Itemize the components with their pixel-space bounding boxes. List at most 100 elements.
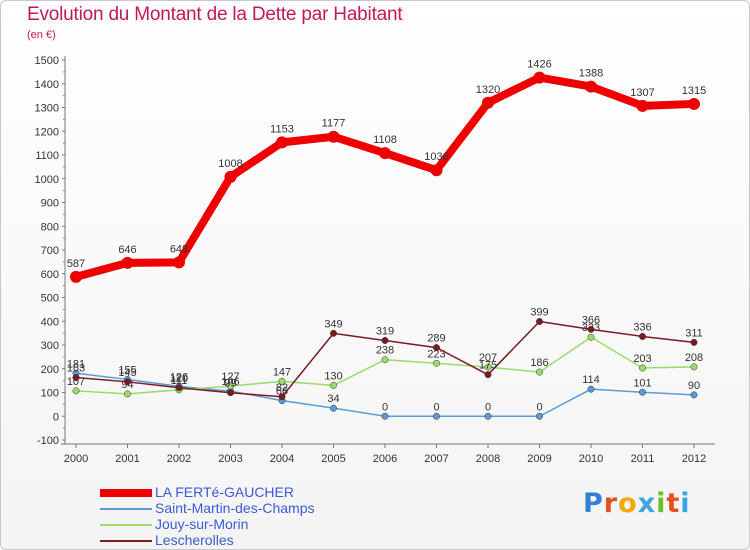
data-label: 127 bbox=[221, 371, 239, 383]
data-point bbox=[72, 374, 80, 381]
data-label: 107 bbox=[67, 376, 85, 388]
data-point bbox=[227, 382, 234, 390]
data-point bbox=[484, 412, 492, 420]
legend-item: Jouy-sur-Morin bbox=[100, 516, 400, 532]
data-label: 366 bbox=[582, 314, 600, 326]
data-point bbox=[381, 337, 389, 344]
data-point bbox=[587, 325, 595, 333]
data-point bbox=[433, 344, 440, 352]
logo-letter: t bbox=[666, 488, 681, 519]
data-label: 399 bbox=[530, 306, 548, 318]
data-point bbox=[484, 371, 492, 379]
x-tick-label: 2001 bbox=[115, 453, 139, 465]
x-tick-label: 2011 bbox=[631, 453, 655, 465]
data-point bbox=[536, 368, 543, 376]
data-point bbox=[379, 147, 391, 160]
data-label: 1036 bbox=[424, 151, 448, 163]
data-point bbox=[173, 256, 185, 269]
logo-letter: i bbox=[656, 488, 667, 519]
x-tick-label: 2006 bbox=[373, 453, 397, 465]
data-point bbox=[639, 333, 646, 340]
data-label: 145 bbox=[118, 367, 136, 379]
data-point bbox=[536, 318, 543, 325]
y-tick-label: 600 bbox=[41, 269, 59, 281]
data-point bbox=[690, 338, 698, 346]
data-label: 82 bbox=[276, 382, 288, 394]
data-label: 1388 bbox=[579, 68, 603, 80]
data-point bbox=[688, 97, 700, 110]
data-label: 126 bbox=[170, 371, 188, 383]
data-point bbox=[484, 363, 492, 371]
legend-swatch bbox=[100, 489, 152, 497]
y-tick-label: 200 bbox=[41, 364, 59, 376]
y-tick-label: 500 bbox=[41, 293, 59, 305]
legend-swatch bbox=[100, 508, 152, 510]
data-point bbox=[330, 381, 337, 389]
x-tick-label: 2003 bbox=[218, 453, 242, 465]
x-tick-label: 2002 bbox=[167, 453, 191, 465]
data-label: 208 bbox=[685, 352, 703, 364]
data-point bbox=[585, 80, 597, 93]
data-point bbox=[124, 378, 131, 386]
x-tick-label: 2012 bbox=[682, 453, 706, 465]
data-point bbox=[121, 256, 134, 269]
data-label: 1307 bbox=[630, 87, 654, 99]
data-point bbox=[433, 359, 440, 367]
data-label: 1320 bbox=[476, 84, 500, 96]
data-label: 181 bbox=[67, 358, 85, 370]
data-point bbox=[587, 385, 595, 393]
data-label: 114 bbox=[582, 374, 600, 386]
data-label: 101 bbox=[633, 377, 651, 389]
logo-letter: x bbox=[637, 488, 657, 519]
data-point bbox=[636, 99, 649, 112]
data-point bbox=[72, 387, 80, 395]
x-tick-label: 2009 bbox=[527, 453, 551, 465]
data-label: 0 bbox=[536, 401, 542, 413]
data-label: 99 bbox=[224, 378, 236, 390]
y-tick-label: 700 bbox=[41, 245, 59, 257]
data-point bbox=[536, 412, 543, 420]
data-point bbox=[175, 384, 183, 392]
data-label: 1315 bbox=[682, 85, 706, 97]
data-label: 1177 bbox=[322, 118, 346, 130]
x-tick-label: 2008 bbox=[476, 453, 500, 465]
data-label: 0 bbox=[382, 401, 388, 413]
y-tick-label: 1400 bbox=[35, 79, 59, 91]
data-point bbox=[381, 412, 389, 420]
data-label: 0 bbox=[485, 401, 491, 413]
data-label: 120 bbox=[170, 373, 188, 385]
y-tick-label: 0 bbox=[53, 411, 59, 423]
y-tick-label: 100 bbox=[41, 388, 59, 400]
data-label: 186 bbox=[530, 357, 548, 369]
data-point bbox=[381, 356, 389, 364]
data-point bbox=[433, 412, 440, 420]
data-point bbox=[224, 170, 237, 183]
data-label: 147 bbox=[273, 366, 291, 378]
y-tick-label: 1500 bbox=[35, 55, 59, 67]
data-label: 203 bbox=[633, 353, 651, 365]
y-tick-label: -100 bbox=[37, 435, 59, 447]
data-point bbox=[690, 391, 698, 399]
data-point bbox=[327, 130, 340, 143]
data-label: 1426 bbox=[527, 59, 551, 71]
data-label: 1008 bbox=[218, 158, 242, 170]
data-point bbox=[70, 270, 82, 283]
data-point bbox=[533, 71, 546, 84]
data-label: 1108 bbox=[373, 134, 397, 146]
data-point bbox=[227, 389, 234, 397]
x-tick-label: 2007 bbox=[424, 453, 448, 465]
data-point bbox=[330, 329, 337, 337]
logo-letter: o bbox=[618, 488, 638, 519]
y-tick-label: 900 bbox=[41, 198, 59, 210]
data-label: 207 bbox=[479, 352, 497, 364]
data-point bbox=[639, 388, 646, 396]
x-tick-label: 2004 bbox=[270, 453, 294, 465]
data-label: 648 bbox=[170, 243, 188, 255]
chart-subtitle: (en €) bbox=[27, 29, 56, 41]
x-tick-label: 2000 bbox=[64, 453, 88, 465]
data-label: 155 bbox=[118, 364, 136, 376]
legend-swatch bbox=[100, 540, 152, 542]
legend-swatch bbox=[100, 524, 152, 526]
data-point bbox=[690, 363, 698, 371]
data-label: 1153 bbox=[270, 123, 294, 135]
